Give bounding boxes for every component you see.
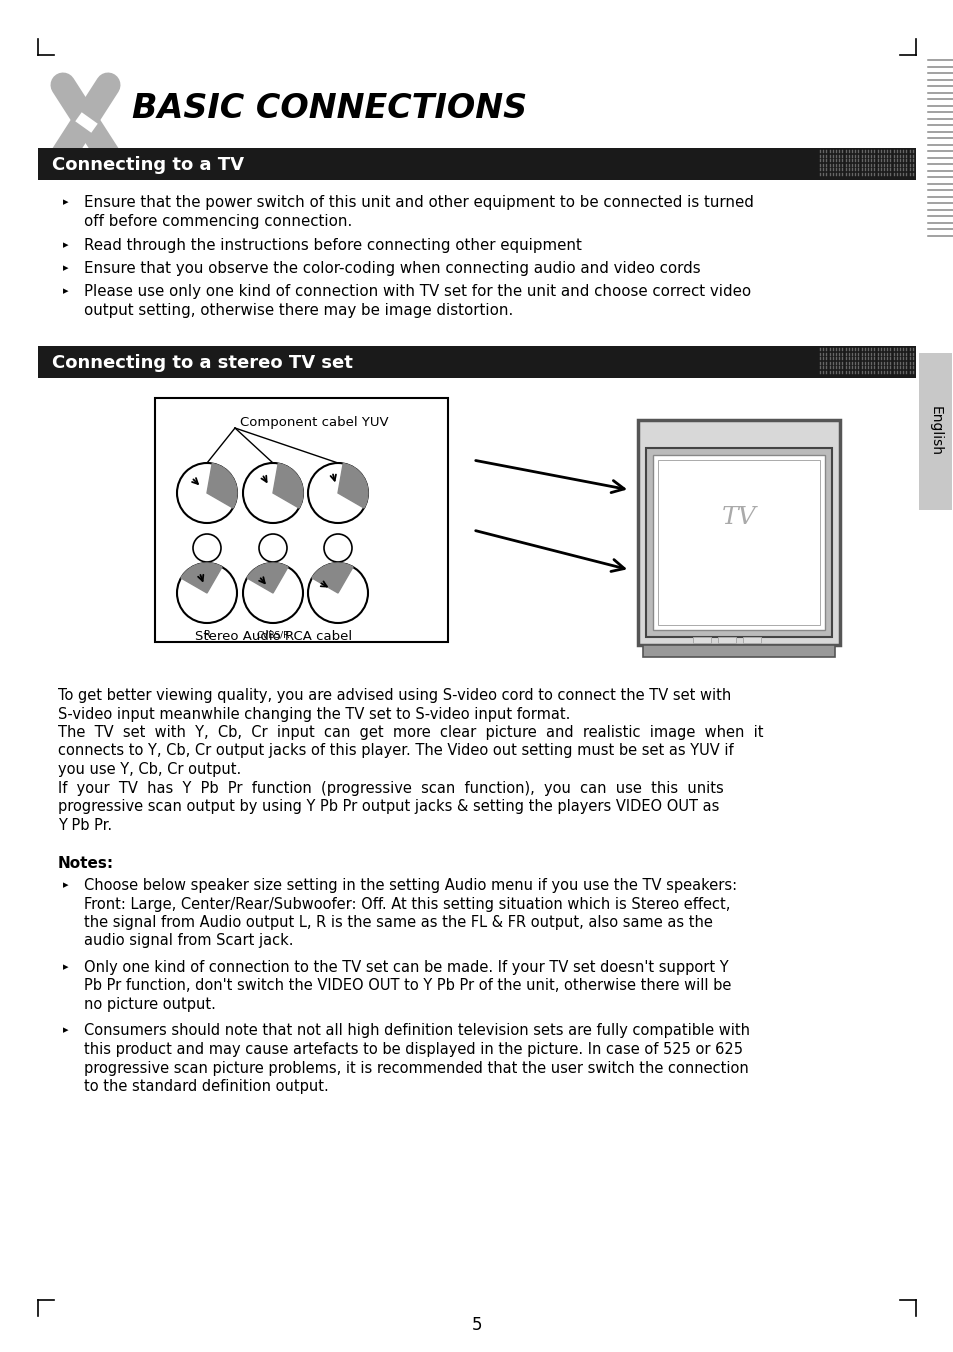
- Text: progressive scan output by using Y Pb Pr output jacks & setting the players VIDE: progressive scan output by using Y Pb Pr…: [58, 799, 719, 814]
- Text: CVBS/R: CVBS/R: [256, 630, 290, 639]
- Text: To get better viewing quality, you are advised using S-video cord to connect the: To get better viewing quality, you are a…: [58, 688, 731, 703]
- Text: Component cabel YUV: Component cabel YUV: [240, 416, 388, 429]
- Bar: [645, 448, 831, 637]
- Text: Choose below speaker size setting in the setting Audio menu if you use the TV sp: Choose below speaker size setting in the…: [84, 877, 737, 894]
- Bar: [652, 456, 824, 630]
- Bar: [638, 420, 840, 645]
- Text: connects to Y, Cb, Cr output jacks of this player. The Video out setting must be: connects to Y, Cb, Cr output jacks of th…: [58, 744, 733, 758]
- Circle shape: [177, 562, 236, 623]
- Circle shape: [324, 534, 352, 562]
- Text: Pb Pr function, don't switch the VIDEO OUT to Y Pb Pr of the unit, otherwise the: Pb Pr function, don't switch the VIDEO O…: [84, 979, 731, 994]
- Text: ▸: ▸: [63, 241, 69, 250]
- Bar: [154, 397, 448, 642]
- Bar: [38, 147, 915, 180]
- Text: Front: Large, Center/Rear/Subwoofer: Off. At this setting situation which is Ste: Front: Large, Center/Rear/Subwoofer: Off…: [84, 896, 730, 911]
- Text: PrCr: PrCr: [328, 568, 347, 577]
- Text: If  your  TV  has  Y  Pb  Pr  function  (progressive  scan  function),  you  can: If your TV has Y Pb Pr function (progres…: [58, 780, 723, 795]
- Circle shape: [193, 534, 221, 562]
- Bar: [918, 353, 951, 510]
- Text: no picture output.: no picture output.: [84, 996, 215, 1013]
- Circle shape: [258, 534, 287, 562]
- Bar: [742, 637, 760, 644]
- Text: Y Pb Pr.: Y Pb Pr.: [58, 818, 112, 833]
- Text: you use Y, Cb, Cr output.: you use Y, Cb, Cr output.: [58, 763, 241, 777]
- Text: S-video input meanwhile changing the TV set to S-video input format.: S-video input meanwhile changing the TV …: [58, 707, 570, 722]
- Text: to the standard definition output.: to the standard definition output.: [84, 1079, 329, 1094]
- Circle shape: [308, 562, 368, 623]
- Text: ▸: ▸: [63, 197, 69, 207]
- Bar: [642, 645, 834, 657]
- Text: Notes:: Notes:: [58, 856, 114, 871]
- Text: TV: TV: [720, 506, 756, 529]
- Text: this product and may cause artefacts to be displayed in the picture. In case of : this product and may cause artefacts to …: [84, 1042, 742, 1057]
- Text: Only one kind of connection to the TV set can be made. If your TV set doesn't su: Only one kind of connection to the TV se…: [84, 960, 728, 975]
- Text: ▸: ▸: [63, 287, 69, 296]
- Text: Connecting to a TV: Connecting to a TV: [52, 155, 244, 174]
- Polygon shape: [247, 562, 288, 594]
- Text: output setting, otherwise there may be image distortion.: output setting, otherwise there may be i…: [84, 303, 513, 318]
- Polygon shape: [312, 562, 353, 594]
- Text: BASIC CONNECTIONS: BASIC CONNECTIONS: [132, 92, 527, 124]
- Text: Y: Y: [204, 568, 210, 577]
- Text: ▸: ▸: [63, 1026, 69, 1036]
- Polygon shape: [273, 464, 303, 508]
- Text: 5: 5: [471, 1315, 482, 1334]
- Text: The  TV  set  with  Y,  Cb,  Cr  input  can  get  more  clear  picture  and  rea: The TV set with Y, Cb, Cr input can get …: [58, 725, 762, 740]
- Text: ▸: ▸: [63, 264, 69, 273]
- Polygon shape: [207, 464, 236, 508]
- Polygon shape: [181, 562, 222, 594]
- Text: Consumers should note that not all high definition television sets are fully com: Consumers should note that not all high …: [84, 1023, 749, 1038]
- Circle shape: [177, 462, 236, 523]
- Bar: [692, 637, 710, 644]
- Text: Stereo Audio RCA cabel: Stereo Audio RCA cabel: [194, 630, 352, 644]
- Text: R: R: [203, 630, 211, 639]
- Text: PbCb: PbCb: [261, 568, 284, 577]
- Circle shape: [243, 462, 303, 523]
- Bar: [658, 460, 820, 625]
- Text: off before commencing connection.: off before commencing connection.: [84, 214, 352, 228]
- Text: Ensure that you observe the color-coding when connecting audio and video cords: Ensure that you observe the color-coding…: [84, 261, 700, 276]
- Text: ▸: ▸: [63, 880, 69, 890]
- Text: ▸: ▸: [63, 963, 69, 972]
- Bar: [38, 346, 915, 379]
- Text: audio signal from Scart jack.: audio signal from Scart jack.: [84, 933, 294, 949]
- Text: Ensure that the power switch of this unit and other equipment to be connected is: Ensure that the power switch of this uni…: [84, 195, 753, 210]
- Text: Connecting to a stereo TV set: Connecting to a stereo TV set: [52, 354, 353, 372]
- Text: the signal from Audio output L, R is the same as the FL & FR output, also same a: the signal from Audio output L, R is the…: [84, 915, 712, 930]
- Polygon shape: [337, 464, 368, 508]
- Text: progressive scan picture problems, it is recommended that the user switch the co: progressive scan picture problems, it is…: [84, 1060, 748, 1075]
- Text: Please use only one kind of connection with TV set for the unit and choose corre: Please use only one kind of connection w…: [84, 284, 750, 299]
- Text: Read through the instructions before connecting other equipment: Read through the instructions before con…: [84, 238, 581, 253]
- Circle shape: [308, 462, 368, 523]
- Bar: [718, 637, 735, 644]
- Text: English: English: [927, 407, 942, 457]
- Circle shape: [243, 562, 303, 623]
